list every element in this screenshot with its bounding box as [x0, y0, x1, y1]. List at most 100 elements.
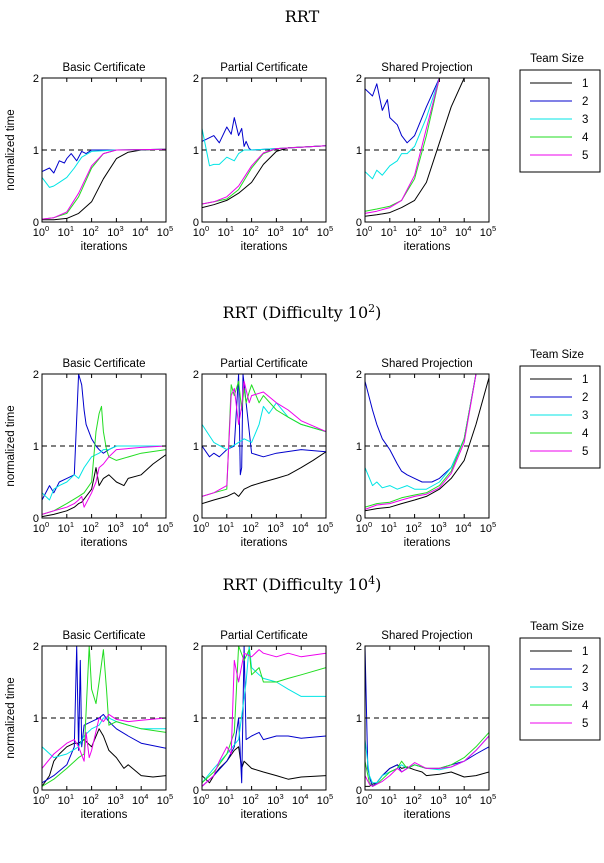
x-tick-base: 10 [82, 227, 94, 239]
x-tick-exponent: 2 [255, 224, 259, 233]
y-tick-label: 2 [193, 73, 199, 85]
x-tick-label: 104 [132, 792, 148, 807]
x-tick-label: 100 [356, 224, 372, 239]
x-tick-label: 105 [157, 224, 173, 239]
x-tick-base: 10 [58, 227, 70, 239]
series-group [42, 374, 166, 518]
y-tick-label: 0 [193, 785, 199, 797]
x-axis-label: iterations [81, 537, 128, 549]
x-tick-exponent: 2 [95, 792, 99, 801]
x-tick-label: 103 [267, 792, 283, 807]
x-tick-label: 101 [218, 224, 234, 239]
series-line-4 [202, 145, 326, 205]
panel-title: Basic Certificate [62, 630, 145, 642]
x-tick-base: 10 [455, 523, 467, 535]
x-tick-label: 100 [33, 224, 49, 239]
legend-label-3: 3 [582, 682, 588, 694]
x-axis-label: iterations [81, 809, 128, 821]
x-tick-exponent: 5 [169, 792, 173, 801]
x-tick-label: 101 [58, 224, 74, 239]
x-tick-exponent: 2 [418, 520, 422, 529]
legend: Team Size 1 2 3 4 5 [519, 349, 601, 469]
x-tick-base: 10 [356, 795, 368, 807]
x-tick-label: 103 [107, 520, 123, 535]
x-tick-exponent: 4 [144, 520, 148, 529]
x-tick-label: 104 [455, 792, 471, 807]
x-tick-exponent: 1 [230, 792, 234, 801]
series-line-4 [42, 646, 166, 787]
x-tick-label: 105 [157, 520, 173, 535]
x-tick-label: 100 [193, 224, 209, 239]
x-tick-label: 101 [381, 520, 397, 535]
x-tick-base: 10 [132, 227, 144, 239]
series-line-3 [365, 78, 440, 180]
x-tick-label: 102 [82, 520, 98, 535]
x-tick-exponent: 5 [329, 792, 333, 801]
x-tick-label: 103 [267, 224, 283, 239]
x-tick-label: 103 [267, 520, 283, 535]
x-tick-base: 10 [292, 227, 304, 239]
series-line-1 [202, 145, 326, 209]
y-tick-label: 0 [193, 217, 199, 229]
x-tick-label: 102 [242, 792, 258, 807]
panel-title: Partial Certificate [220, 630, 308, 642]
x-tick-label: 103 [430, 520, 446, 535]
x-tick-base: 10 [480, 795, 492, 807]
section-title-close: ) [375, 575, 381, 594]
series-line-5 [365, 78, 440, 214]
x-tick-exponent: 5 [169, 520, 173, 529]
panel-title: Shared Projection [381, 630, 472, 642]
x-tick-exponent: 2 [255, 520, 259, 529]
x-tick-base: 10 [218, 227, 230, 239]
panel-title: Shared Projection [381, 358, 472, 370]
y-axis-label: normalized time [5, 677, 17, 758]
series-line-2 [202, 374, 326, 476]
x-tick-exponent: 1 [393, 792, 397, 801]
y-tick-label: 0 [33, 785, 39, 797]
x-tick-exponent: 3 [119, 224, 123, 233]
x-tick-base: 10 [430, 227, 442, 239]
x-axis-label: iterations [241, 537, 288, 549]
y-tick-label: 0 [33, 513, 39, 525]
x-tick-base: 10 [193, 523, 205, 535]
legend-label-1: 1 [582, 646, 588, 658]
y-tick-label: 1 [193, 441, 199, 453]
legend-label-3: 3 [582, 114, 588, 126]
x-tick-label: 102 [242, 520, 258, 535]
x-tick-exponent: 2 [95, 520, 99, 529]
legend-label-4: 4 [582, 700, 589, 712]
x-tick-exponent: 0 [205, 792, 209, 801]
x-tick-label: 103 [107, 224, 123, 239]
y-tick-label: 2 [356, 73, 362, 85]
section-title-close: ) [375, 303, 381, 322]
x-tick-base: 10 [356, 523, 368, 535]
series-group [365, 78, 465, 217]
y-tick-label: 1 [33, 441, 39, 453]
series-line-1 [202, 451, 326, 505]
x-tick-base: 10 [82, 523, 94, 535]
y-tick-label: 2 [356, 369, 362, 381]
x-tick-label: 101 [218, 520, 234, 535]
x-tick-base: 10 [33, 523, 45, 535]
section-title: RRT (Difficulty 102) [223, 302, 382, 322]
x-tick-exponent: 2 [95, 224, 99, 233]
y-tick-label: 0 [33, 217, 39, 229]
legend-label-3: 3 [582, 410, 588, 422]
series-group [365, 646, 489, 787]
panel-title: Shared Projection [381, 62, 472, 74]
legend-label-5: 5 [582, 150, 588, 162]
series-line-3 [42, 148, 166, 188]
series-line-4 [202, 380, 326, 497]
x-tick-label: 104 [292, 792, 308, 807]
x-tick-exponent: 3 [442, 520, 446, 529]
x-tick-base: 10 [33, 795, 45, 807]
x-tick-exponent: 5 [492, 224, 496, 233]
x-tick-exponent: 4 [144, 224, 148, 233]
x-tick-base: 10 [157, 227, 169, 239]
x-tick-exponent: 4 [304, 520, 308, 529]
y-tick-label: 1 [193, 145, 199, 157]
y-axis-label: normalized time [5, 405, 17, 486]
series-line-5 [365, 374, 477, 510]
